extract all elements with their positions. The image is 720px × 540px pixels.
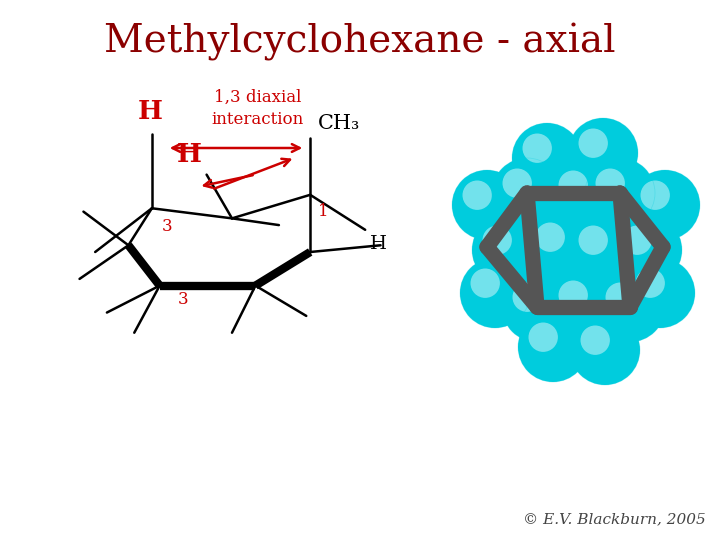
Circle shape: [578, 226, 608, 255]
Circle shape: [580, 326, 610, 355]
Circle shape: [578, 129, 608, 158]
Circle shape: [625, 258, 695, 328]
Circle shape: [548, 270, 618, 340]
Circle shape: [503, 168, 532, 198]
Circle shape: [612, 215, 682, 285]
Circle shape: [523, 133, 552, 163]
Text: Methylcyclohexane - axial: Methylcyclohexane - axial: [104, 23, 616, 61]
Circle shape: [585, 158, 655, 228]
Circle shape: [492, 158, 562, 228]
Text: 3: 3: [178, 291, 189, 308]
Circle shape: [482, 226, 512, 255]
Circle shape: [462, 180, 492, 210]
Circle shape: [512, 123, 582, 193]
Circle shape: [502, 272, 572, 342]
Text: H: H: [176, 141, 202, 167]
Circle shape: [559, 280, 588, 310]
Circle shape: [513, 282, 542, 312]
Circle shape: [623, 226, 652, 255]
Circle shape: [460, 258, 530, 328]
Circle shape: [536, 222, 565, 252]
Circle shape: [568, 118, 638, 188]
Circle shape: [528, 322, 558, 352]
Circle shape: [595, 272, 665, 342]
Circle shape: [548, 160, 618, 230]
Circle shape: [570, 315, 640, 385]
Circle shape: [525, 212, 595, 282]
Text: 1,3 diaxial
interaction: 1,3 diaxial interaction: [212, 89, 304, 127]
Text: © E.V. Blackburn, 2005: © E.V. Blackburn, 2005: [523, 512, 706, 526]
Circle shape: [595, 168, 625, 198]
Circle shape: [606, 282, 635, 312]
Circle shape: [518, 312, 588, 382]
Text: 3: 3: [162, 218, 173, 235]
Circle shape: [559, 171, 588, 200]
Circle shape: [568, 215, 638, 285]
Circle shape: [470, 268, 500, 298]
Circle shape: [641, 180, 670, 210]
Circle shape: [630, 170, 700, 240]
Circle shape: [472, 215, 542, 285]
Circle shape: [636, 268, 665, 298]
Text: H: H: [370, 235, 387, 253]
Circle shape: [452, 170, 522, 240]
Text: 1: 1: [318, 203, 329, 220]
Text: CH₃: CH₃: [318, 113, 361, 133]
Text: H: H: [138, 99, 162, 124]
